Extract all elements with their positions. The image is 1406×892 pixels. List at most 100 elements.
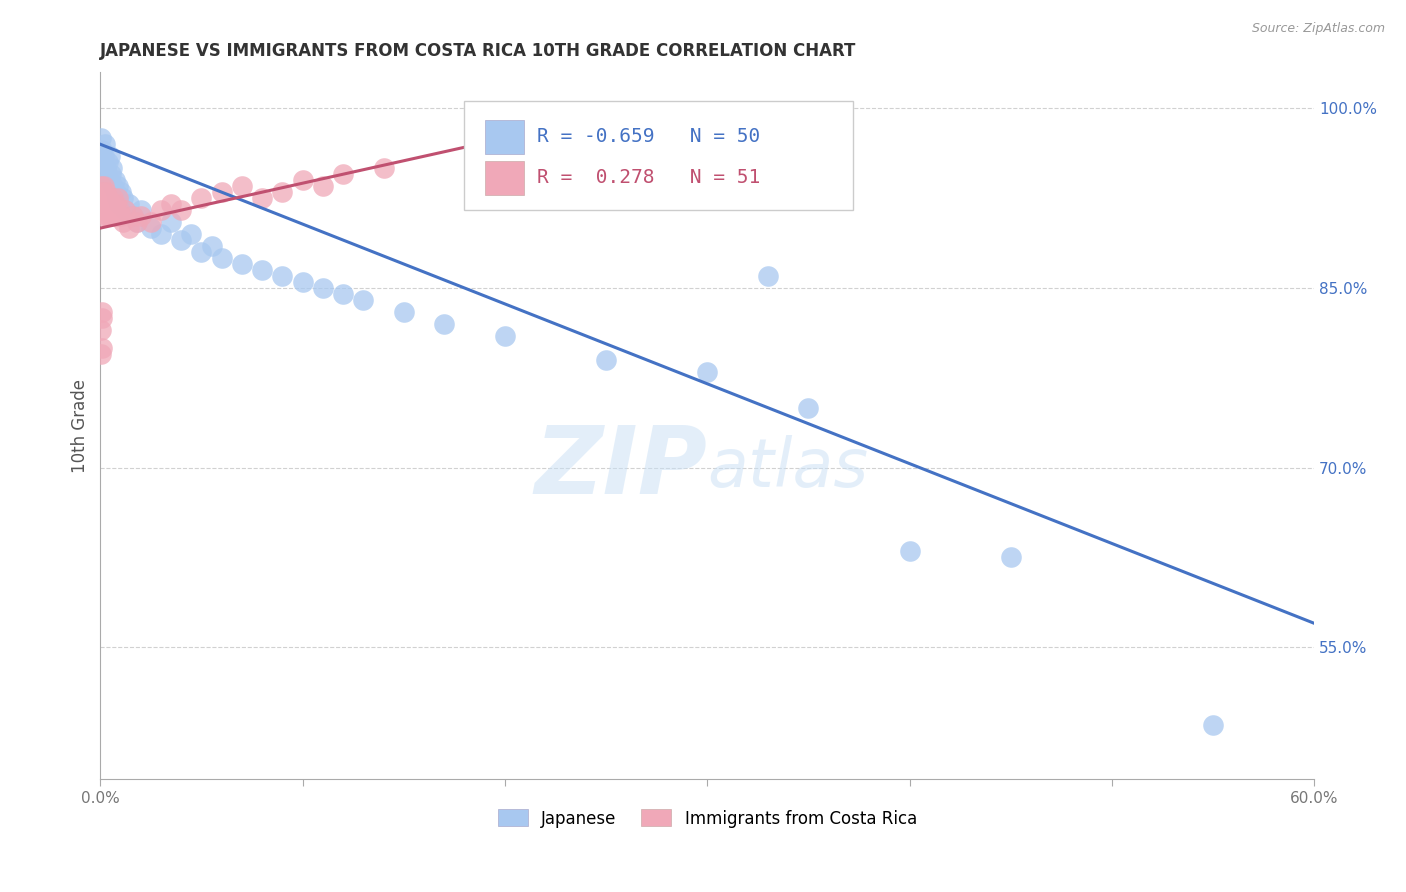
Point [97, 155, 120, 169]
Point [90, 323, 112, 337]
Point [1202, 718, 1225, 732]
Point [291, 275, 314, 289]
Point [111, 215, 134, 229]
Point [150, 203, 173, 218]
Point [1000, 550, 1022, 565]
Point [211, 251, 233, 265]
Point [150, 227, 173, 241]
Point [94, 191, 117, 205]
Point [94, 137, 117, 152]
Point [100, 149, 122, 163]
Point [291, 173, 314, 187]
Point [91, 143, 114, 157]
Point [433, 317, 456, 331]
Point [91, 203, 114, 218]
Point [595, 352, 617, 367]
Point [125, 215, 148, 229]
Point [93, 191, 115, 205]
Point [190, 245, 212, 260]
Point [125, 215, 148, 229]
Point [90, 341, 112, 355]
Point [91, 305, 114, 319]
Text: ZIP: ZIP [534, 422, 707, 514]
Point [96, 185, 118, 199]
Point [332, 287, 354, 301]
Y-axis label: 10th Grade: 10th Grade [72, 379, 89, 473]
Point [93, 149, 115, 163]
Point [94, 203, 117, 218]
Point [129, 209, 152, 223]
Point [110, 209, 132, 223]
Point [91, 185, 114, 199]
Point [114, 203, 136, 218]
Point [114, 203, 136, 218]
Point [180, 227, 202, 241]
Point [93, 179, 115, 194]
FancyBboxPatch shape [464, 101, 853, 211]
Bar [485, 161, 524, 194]
Point [103, 191, 125, 205]
Point [250, 191, 273, 205]
Point [494, 329, 516, 343]
Point [129, 203, 152, 218]
Point [332, 167, 354, 181]
Text: Source: ZipAtlas.com: Source: ZipAtlas.com [1251, 22, 1385, 36]
Point [100, 197, 122, 211]
Point [97, 191, 120, 205]
Point [201, 239, 224, 253]
Point [94, 197, 117, 211]
Point [98, 197, 121, 211]
Point [271, 268, 294, 283]
Point [797, 401, 820, 415]
Point [100, 167, 122, 181]
Point [105, 209, 128, 223]
Point [90, 310, 112, 325]
Point [121, 209, 143, 223]
Point [100, 203, 122, 218]
Point [139, 215, 162, 229]
Point [91, 197, 114, 211]
Point [170, 203, 193, 218]
Legend: Japanese, Immigrants from Costa Rica: Japanese, Immigrants from Costa Rica [491, 803, 924, 834]
Point [271, 185, 294, 199]
Point [118, 197, 141, 211]
Text: R =  0.278   N = 51: R = 0.278 N = 51 [537, 169, 761, 187]
Point [898, 544, 921, 558]
Point [312, 281, 335, 295]
Point [90, 347, 112, 361]
Point [312, 179, 335, 194]
Point [190, 191, 212, 205]
Point [96, 161, 118, 176]
Point [101, 161, 124, 176]
Point [93, 155, 115, 169]
Point [103, 179, 125, 194]
Point [756, 268, 779, 283]
Point [90, 179, 112, 194]
Point [696, 365, 718, 379]
Point [101, 209, 124, 223]
Point [103, 203, 125, 218]
Point [103, 173, 125, 187]
Text: JAPANESE VS IMMIGRANTS FROM COSTA RICA 10TH GRADE CORRELATION CHART: JAPANESE VS IMMIGRANTS FROM COSTA RICA 1… [100, 42, 856, 60]
Point [97, 203, 120, 218]
Point [90, 131, 112, 145]
Point [110, 185, 132, 199]
Point [160, 197, 183, 211]
Point [107, 203, 129, 218]
Point [139, 221, 162, 235]
Point [96, 167, 118, 181]
Point [160, 215, 183, 229]
Point [107, 179, 129, 194]
Point [96, 197, 118, 211]
Point [373, 161, 395, 176]
Point [231, 179, 253, 194]
Point [105, 191, 128, 205]
Point [107, 191, 129, 205]
Point [392, 305, 415, 319]
Point [98, 173, 121, 187]
Point [352, 293, 374, 307]
Point [118, 221, 141, 235]
Point [96, 209, 118, 223]
Text: R = -0.659   N = 50: R = -0.659 N = 50 [537, 128, 761, 146]
Point [170, 233, 193, 247]
